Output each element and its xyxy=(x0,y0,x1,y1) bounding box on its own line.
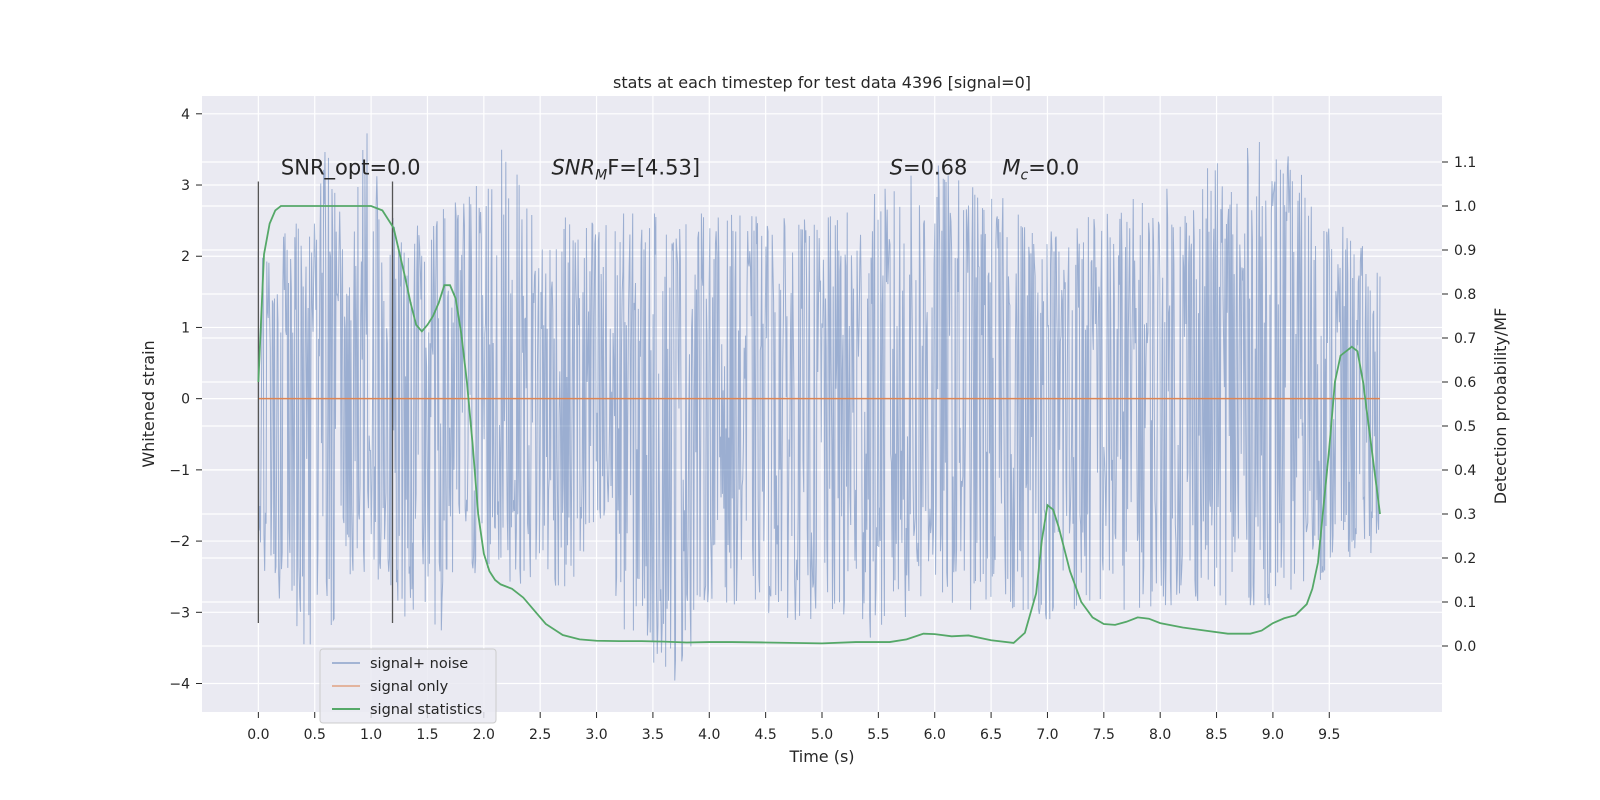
x-tick-label: 4.5 xyxy=(755,727,777,743)
x-tick-label: 5.0 xyxy=(811,727,833,743)
annotation-s-value: S=0.68 xyxy=(890,155,968,179)
annotation-mc-number: =0.0 xyxy=(1028,155,1079,179)
y-tick-label: 3 xyxy=(181,178,190,194)
legend: signal+ noise signal only signal statist… xyxy=(319,648,497,724)
y2-tick-labels: 0.0 0.1 0.2 0.3 0.4 0.5 0.6 0.7 0.8 0.9 1.0 1.1 xyxy=(1442,155,1476,655)
legend-box xyxy=(319,648,497,724)
y-tick-labels: −4 −3 −2 −1 0 1 2 3 4 xyxy=(169,107,202,693)
x-tick-label: 8.0 xyxy=(1149,727,1171,743)
y2-tick-label: 1.1 xyxy=(1454,155,1476,171)
y2-tick-label: 0.5 xyxy=(1454,419,1476,435)
y-tick-label: 1 xyxy=(181,320,190,336)
y2-tick-label: 0.1 xyxy=(1454,595,1476,611)
annotation-mc-subscript: c xyxy=(1020,167,1028,183)
x-tick-label: 3.5 xyxy=(642,727,664,743)
series-signal-noise xyxy=(257,133,1381,681)
y-tick-label: −4 xyxy=(169,677,190,693)
x-tick-label: 0.5 xyxy=(304,727,326,743)
y-tick-label: 0 xyxy=(181,392,190,408)
y2-tick-label: 0.6 xyxy=(1454,375,1476,391)
x-axis-label: Time (s) xyxy=(788,747,854,766)
y-tick-label: −2 xyxy=(169,534,190,550)
y2-tick-label: 0.3 xyxy=(1454,507,1476,523)
y2-tick-label: 1.0 xyxy=(1454,199,1476,215)
annotation-s-symbol: S xyxy=(890,155,903,179)
x-tick-label: 7.5 xyxy=(1093,727,1115,743)
y2-tick-label: 0.9 xyxy=(1454,243,1476,259)
annotation-snr-mf-symbol: SNR xyxy=(551,155,595,179)
y2-tick-label: 0.7 xyxy=(1454,331,1476,347)
x-tick-label: 6.5 xyxy=(980,727,1002,743)
legend-label-signal-noise: signal+ noise xyxy=(370,656,468,672)
x-tick-label: 8.5 xyxy=(1205,727,1227,743)
x-tick-label: 1.5 xyxy=(416,727,438,743)
annotation-s-number: =0.68 xyxy=(903,155,967,179)
y2-tick-label: 0.0 xyxy=(1454,639,1476,655)
x-tick-label: 2.0 xyxy=(473,727,495,743)
y-axis-label: Whitened strain xyxy=(139,340,158,467)
y-tick-label: −3 xyxy=(169,605,190,621)
y2-tick-label: 0.2 xyxy=(1454,551,1476,567)
y-tick-label: 4 xyxy=(181,107,190,123)
chart-title: stats at each timestep for test data 439… xyxy=(613,73,1031,92)
annotation-mc-value: Mc=0.0 xyxy=(1002,155,1079,183)
x-tick-label: 1.0 xyxy=(360,727,382,743)
x-tick-label: 0.0 xyxy=(247,727,269,743)
x-tick-labels: 0.0 0.5 1.0 1.5 2.0 2.5 3.0 3.5 4.0 4.5 5.0 5.5 6.0 6… xyxy=(247,712,1340,743)
y2-tick-label: 0.4 xyxy=(1454,463,1476,479)
annotation-snr-opt: SNR_opt=0.0 xyxy=(281,155,421,180)
annotation-snr-mf-value: F=[4.53] xyxy=(607,155,700,179)
x-tick-label: 9.0 xyxy=(1262,727,1284,743)
y2-axis-label: Detection probability/MF xyxy=(1491,308,1510,505)
x-tick-label: 3.0 xyxy=(585,727,607,743)
y-tick-label: 2 xyxy=(181,249,190,265)
x-tick-label: 9.5 xyxy=(1318,727,1340,743)
x-tick-label: 6.0 xyxy=(924,727,946,743)
x-tick-label: 2.5 xyxy=(529,727,551,743)
annotation-snr-mf-subscript: M xyxy=(595,167,607,183)
series-signal-statistics xyxy=(257,205,1381,645)
annotation-mc-symbol: M xyxy=(1002,155,1020,179)
y2-tick-label: 0.8 xyxy=(1454,287,1476,303)
annotation-snr-mf: SNRMF=[4.53] xyxy=(551,155,700,183)
legend-label-signal-only: signal only xyxy=(370,679,449,695)
legend-label-signal-statistics: signal statistics xyxy=(370,702,482,718)
x-tick-label: 4.0 xyxy=(698,727,720,743)
x-tick-label: 7.0 xyxy=(1036,727,1058,743)
y-tick-label: −1 xyxy=(169,463,190,479)
x-tick-label: 5.5 xyxy=(867,727,889,743)
